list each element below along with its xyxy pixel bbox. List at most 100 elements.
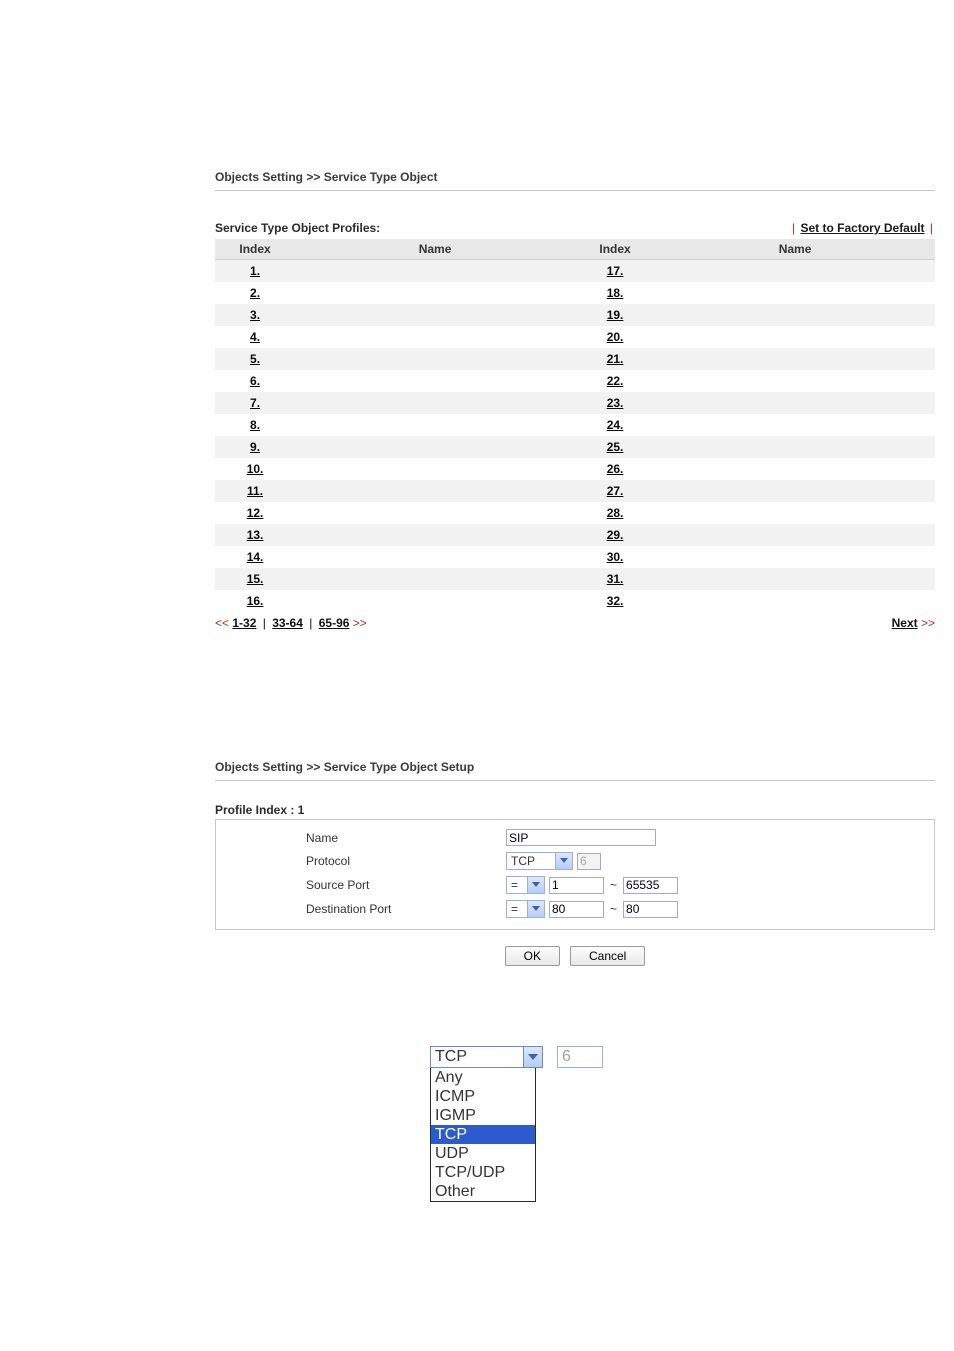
protocol-select-open[interactable]: TCP xyxy=(430,1046,543,1068)
profile-index-link[interactable]: 29. xyxy=(607,528,624,542)
next-arrows: >> xyxy=(353,616,367,630)
profile-index-label: Profile Index : 1 xyxy=(215,803,935,817)
chevron-down-icon xyxy=(527,901,544,917)
protocol-options-list[interactable]: AnyICMPIGMPTCPUDPTCP/UDPOther xyxy=(430,1067,536,1202)
ok-button[interactable]: OK xyxy=(505,946,560,966)
profile-index-link[interactable]: 27. xyxy=(607,484,624,498)
profile-name-cell xyxy=(655,524,935,546)
table-row: 15. 31. xyxy=(215,568,935,590)
dest-from-input[interactable] xyxy=(549,901,604,918)
protocol-select[interactable]: TCP xyxy=(506,852,573,870)
profile-index-link[interactable]: 8. xyxy=(250,418,260,432)
protocol-option[interactable]: ICMP xyxy=(431,1087,535,1106)
source-from-input[interactable] xyxy=(549,877,604,894)
protocol-select-value: TCP xyxy=(507,853,555,869)
profile-index-link[interactable]: 15. xyxy=(247,572,264,586)
table-row: 13. 29. xyxy=(215,524,935,546)
table-row: 4. 20. xyxy=(215,326,935,348)
profile-index-link[interactable]: 23. xyxy=(607,396,624,410)
profile-name-cell xyxy=(295,480,575,502)
profile-name-cell xyxy=(655,436,935,458)
profile-index-link[interactable]: 30. xyxy=(607,550,624,564)
profile-index-link[interactable]: 3. xyxy=(250,308,260,322)
profile-index-link[interactable]: 28. xyxy=(607,506,624,520)
profile-index-link[interactable]: 17. xyxy=(607,264,624,278)
profile-index-link[interactable]: 4. xyxy=(250,330,260,344)
protocol-option[interactable]: UDP xyxy=(431,1144,535,1163)
profile-index-link[interactable]: 20. xyxy=(607,330,624,344)
dest-port-label: Destination Port xyxy=(216,902,506,916)
col-index: Index xyxy=(575,239,655,260)
profile-name-cell xyxy=(655,414,935,436)
tilde: ~ xyxy=(608,902,619,916)
page-range-3[interactable]: 65-96 xyxy=(319,616,350,630)
cancel-button[interactable]: Cancel xyxy=(570,946,645,966)
breadcrumb: Objects Setting >> Service Type Object xyxy=(215,170,935,191)
profile-index-link[interactable]: 16. xyxy=(247,594,264,608)
profile-name-cell xyxy=(295,436,575,458)
page-range-2[interactable]: 33-64 xyxy=(272,616,303,630)
profile-name-cell xyxy=(295,326,575,348)
dest-op-select[interactable]: = xyxy=(506,900,545,918)
source-op-value: = xyxy=(507,877,527,893)
sep-bar: | xyxy=(928,221,935,235)
chevron-down-icon xyxy=(527,877,544,893)
profile-index-link[interactable]: 13. xyxy=(247,528,264,542)
profile-index-link[interactable]: 19. xyxy=(607,308,624,322)
factory-default-link[interactable]: Set to Factory Default xyxy=(801,221,925,235)
profile-name-cell xyxy=(295,370,575,392)
table-row: 9. 25. xyxy=(215,436,935,458)
table-row: 3. 19. xyxy=(215,304,935,326)
profile-index-link[interactable]: 5. xyxy=(250,352,260,366)
profile-name-cell xyxy=(295,348,575,370)
page-range-1[interactable]: 1-32 xyxy=(232,616,256,630)
protocol-select-open-value: TCP xyxy=(431,1047,523,1067)
profile-name-cell xyxy=(655,480,935,502)
profile-index-link[interactable]: 25. xyxy=(607,440,624,454)
protocol-option[interactable]: IGMP xyxy=(431,1106,535,1125)
next-link[interactable]: Next xyxy=(892,616,918,630)
dest-to-input[interactable] xyxy=(623,901,678,918)
table-row: 14. 30. xyxy=(215,546,935,568)
profile-index-link[interactable]: 24. xyxy=(607,418,624,432)
protocol-option[interactable]: Any xyxy=(431,1068,535,1087)
profile-index-link[interactable]: 11. xyxy=(247,484,263,498)
table-row: 11. 27. xyxy=(215,480,935,502)
profile-index-link[interactable]: 6. xyxy=(250,374,260,388)
dest-op-value: = xyxy=(507,901,527,917)
profile-index-link[interactable]: 26. xyxy=(607,462,624,476)
profile-name-cell xyxy=(295,502,575,524)
profile-index-link[interactable]: 22. xyxy=(607,374,624,388)
col-name: Name xyxy=(655,239,935,260)
col-index: Index xyxy=(215,239,295,260)
profile-index-link[interactable]: 32. xyxy=(607,594,624,608)
profile-index-link[interactable]: 31. xyxy=(607,572,624,586)
profile-form: Name Protocol TCP Sou xyxy=(215,819,935,930)
profile-index-link[interactable]: 1. xyxy=(250,264,260,278)
protocol-option[interactable]: Other xyxy=(431,1182,535,1201)
profile-index-link[interactable]: 9. xyxy=(250,440,260,454)
profile-index-link[interactable]: 14. xyxy=(247,550,264,564)
name-input[interactable] xyxy=(506,829,656,846)
profile-index-link[interactable]: 7. xyxy=(250,396,260,410)
profile-name-cell xyxy=(655,590,935,612)
profile-index-link[interactable]: 2. xyxy=(250,286,260,300)
profile-name-cell xyxy=(655,392,935,414)
profile-index-link[interactable]: 12. xyxy=(247,506,264,520)
profile-name-cell xyxy=(295,282,575,304)
name-label: Name xyxy=(216,831,506,845)
table-row: 7. 23. xyxy=(215,392,935,414)
table-row: 8. 24. xyxy=(215,414,935,436)
table-row: 2. 18. xyxy=(215,282,935,304)
col-name: Name xyxy=(295,239,575,260)
profile-index-link[interactable]: 21. xyxy=(607,352,624,366)
protocol-option[interactable]: TCP/UDP xyxy=(431,1163,535,1182)
protocol-option[interactable]: TCP xyxy=(431,1125,535,1144)
profile-name-cell xyxy=(295,546,575,568)
sep-bar: | xyxy=(790,221,797,235)
source-to-input[interactable] xyxy=(623,877,678,894)
source-op-select[interactable]: = xyxy=(506,876,545,894)
profile-index-link[interactable]: 10. xyxy=(247,462,264,476)
profile-index-link[interactable]: 18. xyxy=(607,286,624,300)
profile-table: Index Name Index Name 1. 17. 2. 18. 3. 19. 4. 2… xyxy=(215,239,935,612)
